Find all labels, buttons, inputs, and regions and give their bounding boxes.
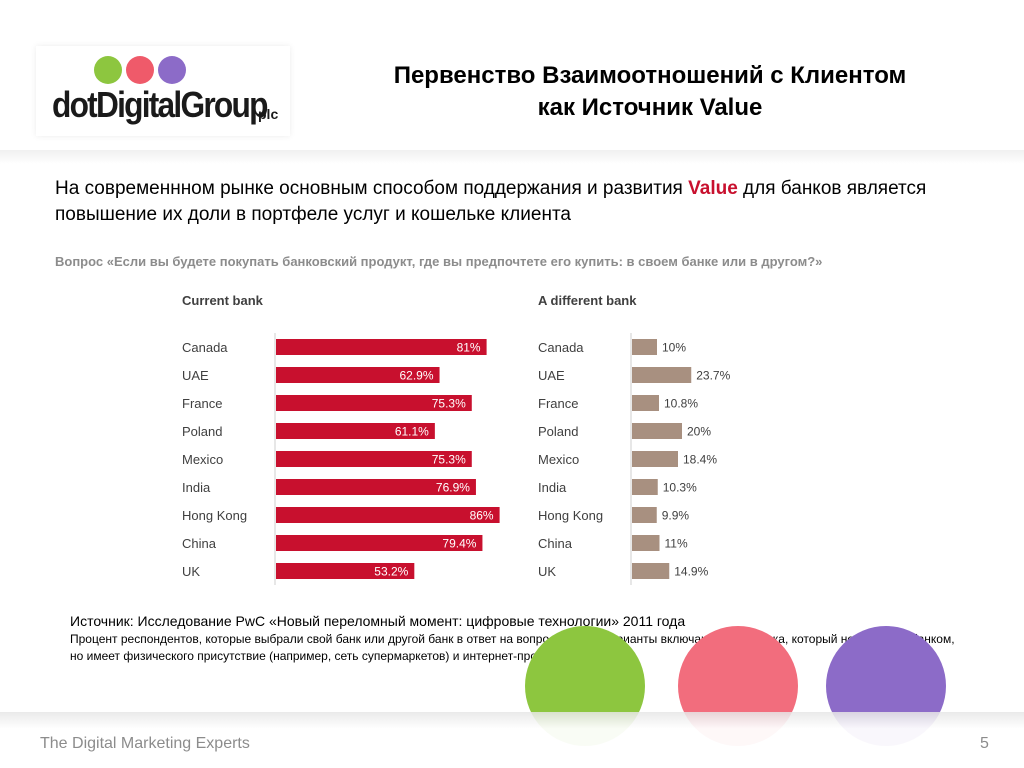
category-label: UAE: [182, 368, 209, 383]
slide-title: Первенство Взаимоотношений с Клиентом ка…: [330, 60, 970, 124]
category-label: Canada: [182, 340, 228, 355]
data-label: 10.8%: [664, 397, 698, 411]
data-label: 10.3%: [663, 481, 697, 495]
bar: [276, 339, 487, 355]
logo-suffix: plc: [258, 106, 279, 122]
category-label: Hong Kong: [182, 508, 247, 523]
category-label: Hong Kong: [538, 508, 603, 523]
bar: [632, 423, 682, 439]
lead-accent-value: Value: [688, 178, 738, 199]
bar: [276, 423, 435, 439]
data-label: 11%: [665, 537, 688, 551]
slide-title-line1: Первенство Взаимоотношений с Клиентом: [393, 62, 907, 89]
data-label: 18.4%: [683, 453, 717, 467]
bar: [276, 563, 415, 579]
bar: [632, 507, 657, 523]
lead-text-part2: для банков является повышение их доли в …: [55, 178, 927, 225]
category-label: France: [182, 396, 222, 411]
chart-title-different-bank: A different bank: [538, 293, 637, 308]
category-label: UAE: [538, 368, 565, 383]
logo-dot-green: [94, 56, 122, 84]
header-divider: [0, 150, 1024, 164]
data-label: 23.7%: [696, 369, 730, 383]
header: dotDigitalGroup plc Первенство Взаимоотн…: [0, 0, 1024, 158]
data-label: 62.9%: [400, 369, 434, 383]
category-label: Poland: [182, 424, 222, 439]
bar: [632, 367, 692, 383]
page-number: 5: [980, 735, 989, 752]
footer-band: [0, 712, 1024, 768]
bar: [276, 451, 472, 467]
bar: [276, 395, 472, 411]
data-label: 75.3%: [432, 397, 466, 411]
category-label: Poland: [538, 424, 578, 439]
company-logo: dotDigitalGroup plc: [36, 46, 290, 136]
data-label: 76.9%: [436, 481, 470, 495]
bank-preference-chart: Current bank Canada 81% UAE 62.9% France 75.3%…: [182, 293, 731, 585]
bar: [632, 339, 657, 355]
logo-text: dotDigitalGroup: [52, 84, 268, 125]
data-label: 86%: [470, 509, 494, 523]
category-label: China: [538, 536, 573, 551]
data-label: 14.9%: [674, 565, 708, 579]
logo-dot-purple: [158, 56, 186, 84]
bar: [632, 395, 659, 411]
data-label: 61.1%: [395, 425, 429, 439]
category-label: Mexico: [182, 452, 223, 467]
category-label: UK: [538, 564, 556, 579]
category-label: UK: [182, 564, 200, 579]
bar: [632, 535, 660, 551]
data-label: 75.3%: [432, 453, 466, 467]
category-label: India: [182, 480, 211, 495]
bar: [276, 479, 476, 495]
data-label: 53.2%: [374, 565, 408, 579]
bar: [632, 451, 678, 467]
category-label: France: [538, 396, 578, 411]
data-label: 9.9%: [662, 509, 690, 523]
category-label: Mexico: [538, 452, 579, 467]
category-label: India: [538, 480, 567, 495]
slide-title-line2: как Источник Value: [537, 94, 763, 121]
category-label: China: [182, 536, 217, 551]
bar: [276, 535, 483, 551]
logo-dot-red: [126, 56, 154, 84]
bar: [632, 479, 658, 495]
category-label: Canada: [538, 340, 584, 355]
bar: [276, 367, 440, 383]
bar: [276, 507, 500, 523]
chart-title-current-bank: Current bank: [182, 293, 264, 308]
source-line: Источник: Исследование PwC «Новый перело…: [70, 613, 686, 629]
lead-paragraph: На современнном рынке основным способом …: [55, 176, 975, 228]
footer-tagline: The Digital Marketing Experts: [40, 735, 250, 752]
bar: [632, 563, 670, 579]
survey-question: Вопрос «Если вы будете покупать банковск…: [55, 254, 823, 269]
lead-text-part1: На современнном рынке основным способом …: [55, 178, 689, 199]
data-label: 79.4%: [442, 537, 476, 551]
data-label: 81%: [457, 341, 481, 355]
data-label: 10%: [662, 341, 686, 355]
data-label: 20%: [687, 425, 711, 439]
